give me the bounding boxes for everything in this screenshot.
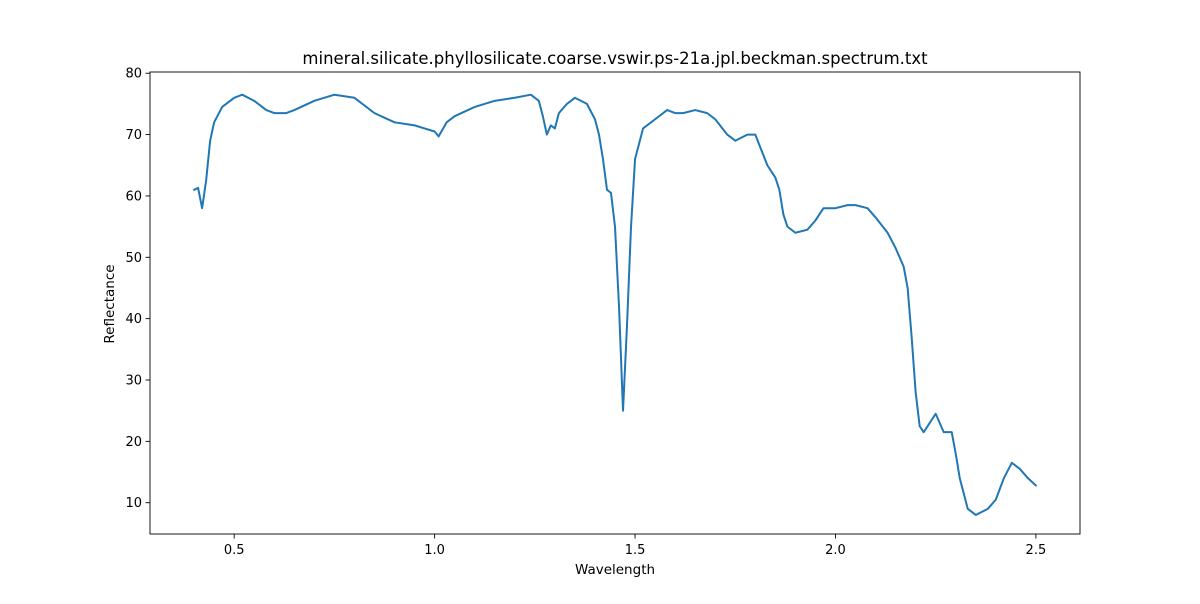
x-tick-label: 1.0 [424,543,445,558]
y-tick-label: 70 [125,128,142,143]
x-tick-label: 1.5 [625,543,646,558]
y-tick-label: 60 [125,189,142,204]
y-tick-label: 20 [125,435,142,450]
y-tick-label: 40 [125,312,142,327]
spectrum-line-0 [193,93,1037,516]
y-axis-label: Reflectance [102,264,118,343]
axes-frame [149,71,1081,535]
y-tick-label: 10 [125,496,142,511]
x-axis-label: Wavelength [575,562,655,578]
x-axis: 0.5 1.0 1.5 2.0 2.5 [224,534,1046,558]
y-axis: 10 20 30 40 50 60 70 80 [125,67,150,511]
x-tick-label: 2.5 [1026,543,1047,558]
y-tick-label: 30 [125,374,142,389]
y-tick-label: 50 [125,251,142,266]
x-tick-label: 0.5 [224,543,245,558]
y-tick-label: 80 [125,67,142,82]
chart-title: mineral.silicate.phyllosilicate.coarse.v… [302,49,928,68]
x-tick-label: 2.0 [825,543,846,558]
plot-area [193,93,1037,516]
